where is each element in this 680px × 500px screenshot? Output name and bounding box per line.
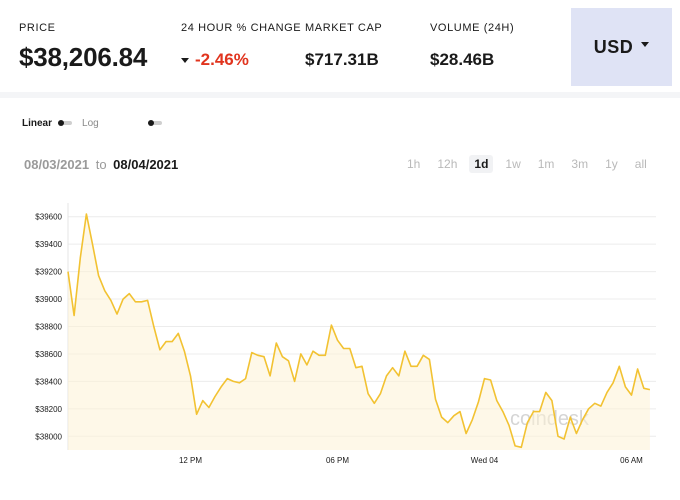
- x-tick-label: Wed 04: [471, 456, 499, 465]
- range-tab-all[interactable]: all: [630, 155, 652, 173]
- y-tick-label: $38200: [35, 405, 62, 414]
- y-tick-label: $38000: [35, 432, 62, 441]
- y-tick-label: $39200: [35, 268, 62, 277]
- toggle-knob: [148, 120, 154, 126]
- y-tick-label: $39400: [35, 240, 62, 249]
- currency-dropdown[interactable]: USD: [571, 8, 672, 86]
- market-cap-value: $717.31B: [305, 50, 382, 70]
- currency-label: USD: [594, 37, 634, 58]
- stats-bar: PRICE $38,206.84 24 HOUR % CHANGE -2.46%…: [0, 0, 680, 98]
- date-from[interactable]: 08/03/2021: [24, 157, 89, 172]
- y-tick-label: $39600: [35, 213, 62, 222]
- range-tab-12h[interactable]: 12h: [432, 155, 462, 173]
- price-value: $38,206.84: [19, 42, 147, 73]
- range-tab-1w[interactable]: 1w: [500, 155, 525, 173]
- scale-toggle-switch[interactable]: [58, 121, 72, 125]
- caret-down-icon: [181, 58, 189, 63]
- x-tick-label: 06 AM: [620, 456, 643, 465]
- price-label: PRICE: [19, 22, 147, 34]
- price-stat: PRICE $38,206.84: [19, 22, 147, 73]
- toggle-knob: [58, 120, 64, 126]
- volume-value: $28.46B: [430, 50, 514, 70]
- range-tab-1d[interactable]: 1d: [469, 155, 493, 173]
- y-axis: $38000 $38200 $38400 $38600 $38800 $39000 $392…: [35, 213, 62, 442]
- price-chart[interactable]: $38000 $38200 $38400 $38600 $38800 $39000 $392…: [0, 195, 680, 475]
- change-value: -2.46%: [195, 50, 249, 69]
- volume-label: VOLUME (24H): [430, 22, 514, 34]
- y-tick-label: $39000: [35, 295, 62, 304]
- x-tick-label: 12 PM: [179, 456, 202, 465]
- secondary-toggle-switch[interactable]: [148, 121, 162, 125]
- y-tick-label: $38800: [35, 323, 62, 332]
- y-tick-label: $38400: [35, 377, 62, 386]
- market-cap-stat: MARKET CAP $717.31B: [305, 22, 382, 70]
- volume-stat: VOLUME (24H) $28.46B: [430, 22, 514, 70]
- change-value-wrap: -2.46%: [181, 50, 301, 70]
- scale-toggle: Linear Log: [22, 116, 99, 130]
- range-tabs: 1h 12h 1d 1w 1m 3m 1y all: [402, 155, 659, 173]
- change-label: 24 HOUR % CHANGE: [181, 22, 301, 34]
- market-cap-label: MARKET CAP: [305, 22, 382, 34]
- range-tab-1h[interactable]: 1h: [402, 155, 425, 173]
- scale-linear-option[interactable]: Linear: [22, 118, 52, 129]
- y-tick-label: $38600: [35, 350, 62, 359]
- range-tab-1m[interactable]: 1m: [533, 155, 560, 173]
- range-tab-3m[interactable]: 3m: [566, 155, 593, 173]
- chevron-down-icon: [641, 42, 649, 47]
- change-stat: 24 HOUR % CHANGE -2.46%: [181, 22, 301, 70]
- scale-log-option[interactable]: Log: [82, 118, 99, 129]
- date-range: 08/03/2021 to 08/04/2021: [24, 157, 178, 172]
- x-tick-label: 06 PM: [326, 456, 349, 465]
- range-tab-1y[interactable]: 1y: [600, 155, 623, 173]
- date-to[interactable]: 08/04/2021: [113, 157, 178, 172]
- x-axis: 12 PM 06 PM Wed 04 06 AM: [179, 456, 643, 465]
- date-to-word: to: [96, 157, 107, 172]
